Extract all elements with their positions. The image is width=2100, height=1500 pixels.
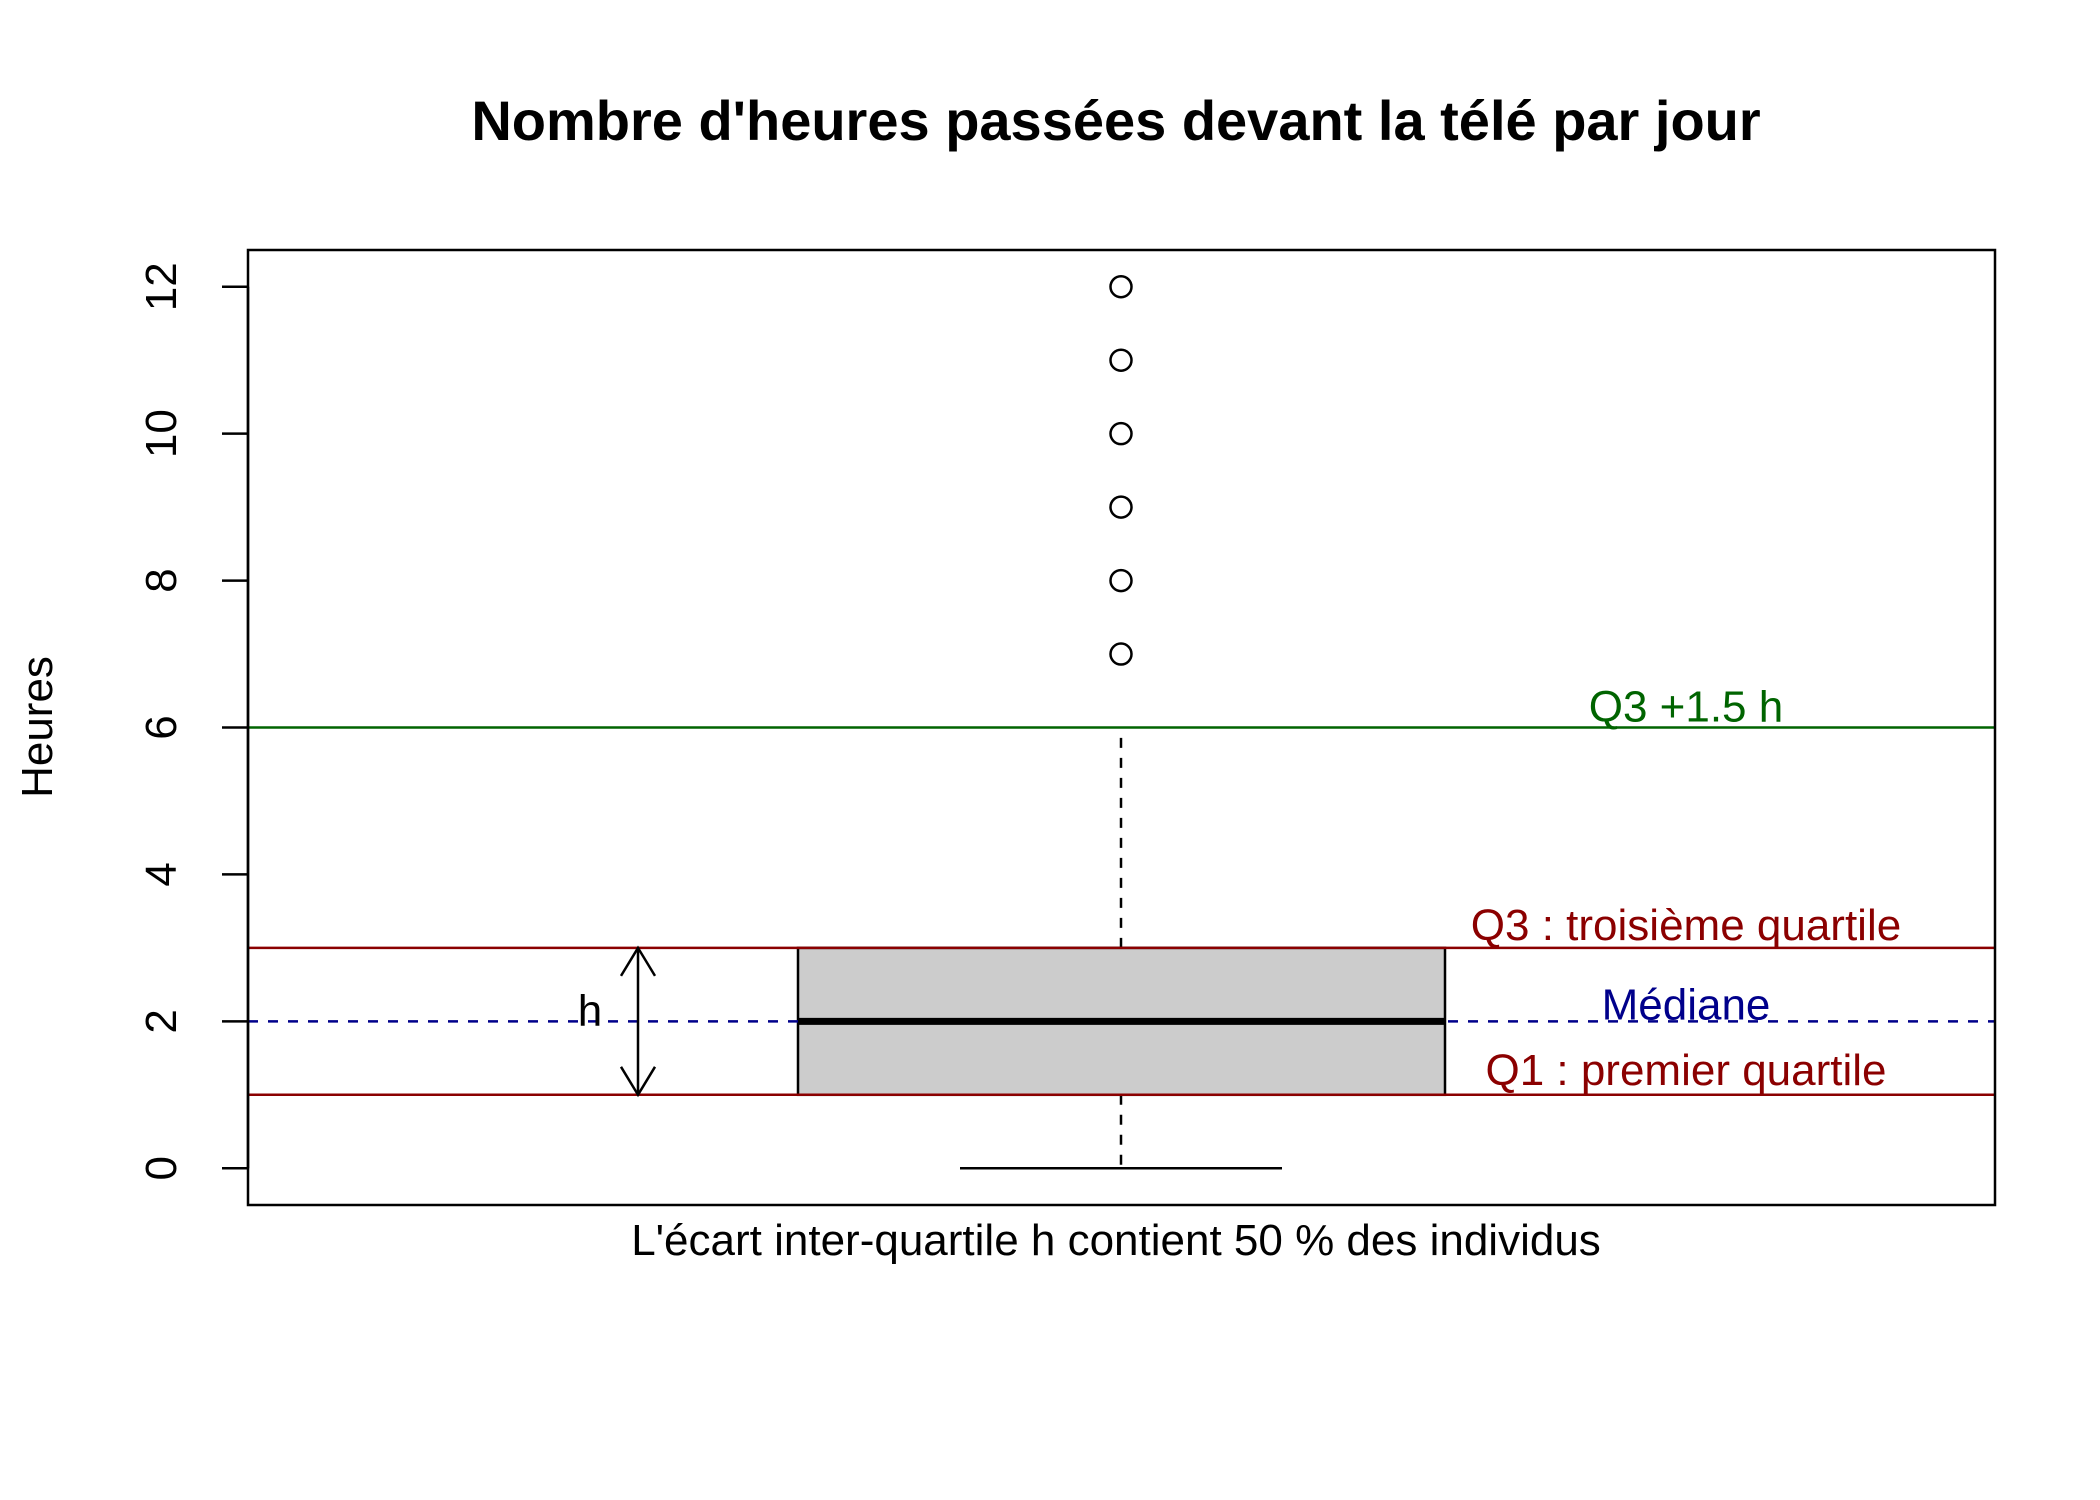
y-tick-label-5: 10 xyxy=(137,409,186,458)
y-tick-label-6: 12 xyxy=(137,262,186,311)
outlier-point-1 xyxy=(1109,568,1133,593)
outlier-point-2 xyxy=(1109,495,1133,519)
outlier-point-3 xyxy=(1109,421,1133,446)
y-tick-label-1: 2 xyxy=(137,1009,186,1033)
y-tick-label-3: 6 xyxy=(137,715,186,739)
outlier-point-5 xyxy=(1109,274,1133,299)
y-tick-label-0: 0 xyxy=(137,1156,186,1180)
y-tick-label-4: 8 xyxy=(137,568,186,592)
outlier-point-4 xyxy=(1109,348,1133,372)
chart-title: Nombre d'heures passées devant la télé p… xyxy=(471,89,1760,152)
y-tick-label-2: 4 xyxy=(137,862,186,886)
x-axis-label: L'écart inter-quartile h contient 50 % d… xyxy=(631,1216,1601,1265)
outlier-point-0 xyxy=(1109,642,1133,666)
reference-label-0: Q3 +1.5 h xyxy=(1589,683,1783,732)
reference-label-3: Q1 : premier quartile xyxy=(1485,1046,1886,1095)
reference-labels: h Q3 +1.5 h Q3 : troisième quartile Médiane… xyxy=(578,683,1901,1095)
iqr-label: h xyxy=(578,986,602,1035)
plot-area xyxy=(248,274,1995,1170)
y-axis-label: Heures xyxy=(13,656,62,798)
iqr-arrow-head-top xyxy=(619,945,657,977)
iqr-arrow-head-bottom xyxy=(619,1066,657,1098)
plot-frame xyxy=(246,248,1997,1207)
reference-label-2: Médiane xyxy=(1602,980,1771,1029)
reference-label-1: Q3 : troisième quartile xyxy=(1471,901,1901,950)
